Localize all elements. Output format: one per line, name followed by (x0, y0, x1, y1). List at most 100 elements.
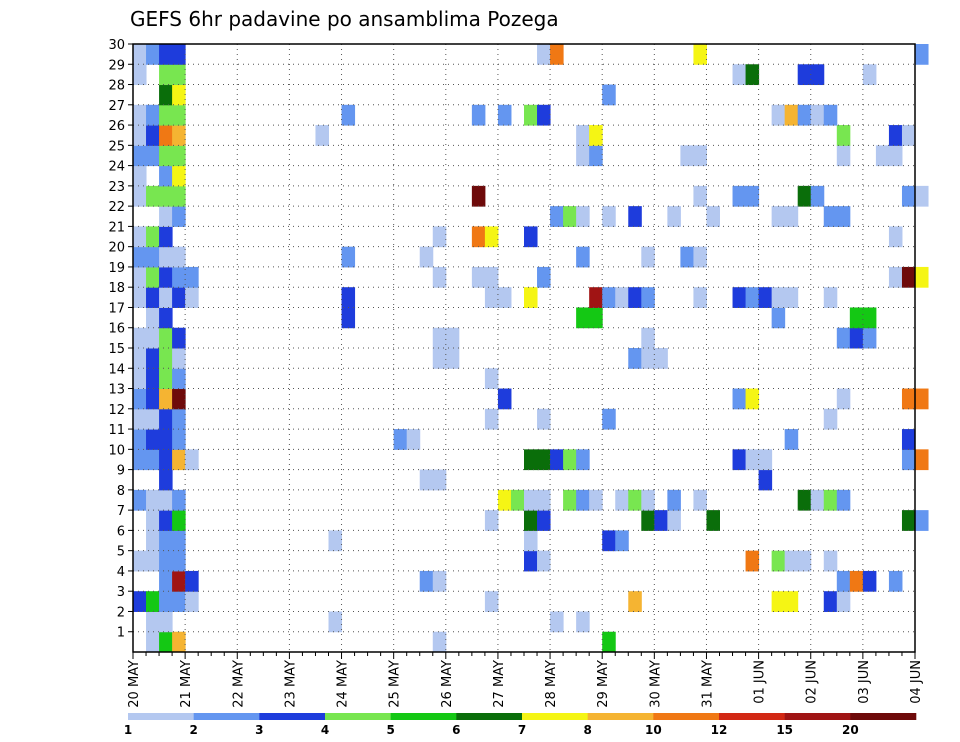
heatmap-cell (159, 206, 173, 227)
colorbar-swatch (325, 713, 391, 720)
heatmap-cell (537, 489, 551, 511)
heatmap-cell (628, 287, 642, 308)
x-tick-label: 20 MAY (127, 660, 142, 708)
heatmap-cell (172, 246, 186, 268)
colorbar-swatch (456, 713, 523, 720)
heatmap-cell (146, 449, 160, 471)
heatmap-cell (654, 510, 668, 531)
heatmap-cell (471, 226, 486, 248)
y-tick-label: 18 (108, 281, 125, 296)
y-tick-label: 29 (108, 58, 125, 73)
heatmap-cell (484, 510, 499, 531)
heatmap-cell (915, 44, 929, 65)
heatmap-cell (159, 388, 173, 410)
heatmap-cell (133, 246, 147, 268)
heatmap-cell (758, 287, 773, 308)
heatmap-cell (172, 489, 186, 511)
heatmap-cell (146, 307, 160, 329)
heatmap-cell (784, 550, 799, 572)
heatmap-cell (146, 408, 160, 430)
heatmap-cell (133, 550, 147, 572)
heatmap-cell (628, 591, 642, 612)
heatmap-cell (875, 145, 890, 167)
heatmap-cell (901, 125, 916, 146)
heatmap-cell (133, 125, 147, 146)
heatmap-cell (576, 246, 590, 268)
heatmap-cell (732, 449, 747, 471)
heatmap-cell (836, 489, 851, 511)
heatmap-cell (146, 631, 160, 653)
heatmap-cell (888, 266, 903, 288)
heatmap-cell (419, 570, 434, 592)
heatmap-cell (133, 287, 147, 308)
heatmap-cell (628, 489, 642, 511)
heatmap-cell (133, 591, 147, 612)
heatmap-cell (146, 388, 160, 410)
heatmap-cell (159, 125, 173, 146)
y-tick-label: 16 (108, 322, 125, 337)
heatmap-cell (159, 104, 173, 126)
colorbar-label: 3 (255, 723, 263, 737)
heatmap-cell (133, 408, 147, 430)
colorbar-swatch (128, 713, 194, 720)
heatmap-cell (823, 591, 838, 612)
heatmap-cell (185, 449, 199, 471)
heatmap-cell (159, 469, 173, 491)
heatmap-cell (159, 530, 173, 552)
heatmap-cell (745, 388, 760, 410)
y-tick-label: 15 (108, 342, 125, 357)
heatmap-cell (602, 206, 616, 227)
heatmap-cell (172, 570, 186, 592)
heatmap-cell (836, 206, 851, 227)
heatmap-cell (589, 307, 603, 329)
heatmap-cell (172, 64, 186, 86)
heatmap-cell (797, 550, 812, 572)
colorbar-swatch (259, 713, 326, 720)
heatmap-cell (745, 185, 760, 207)
colorbar-label: 7 (518, 723, 526, 737)
heatmap-cell (693, 489, 707, 511)
heatmap-cell (146, 287, 160, 308)
heatmap-cell (915, 266, 929, 288)
heatmap-cell (771, 550, 786, 572)
heatmap-cell (758, 469, 773, 491)
heatmap-cell (901, 388, 916, 410)
x-tick-label: 30 MAY (648, 660, 663, 708)
heatmap-cell (172, 449, 186, 471)
y-tick-label: 6 (117, 524, 125, 539)
heatmap-cell (732, 388, 747, 410)
heatmap-cell (172, 287, 186, 308)
heatmap-cell (159, 266, 173, 288)
y-tick-label: 13 (108, 383, 125, 398)
colorbar-swatch (784, 713, 851, 720)
colorbar: 1 2 3 4 5 6 7 8 10 12 15 20 (124, 713, 917, 737)
y-tick-label: 2 (117, 605, 125, 620)
heatmap-cell (146, 429, 160, 450)
heatmap-cell (576, 125, 590, 146)
heatmap-cell (862, 307, 877, 329)
heatmap-cell (693, 246, 707, 268)
heatmap-cell (797, 185, 812, 207)
heatmap-cell (797, 489, 812, 511)
heatmap-cell (784, 104, 799, 126)
heatmap-cell (771, 206, 786, 227)
heatmap-cell (602, 530, 616, 552)
heatmap-cell (771, 104, 786, 126)
heatmap-cell (133, 266, 147, 288)
heatmap-cell (693, 185, 707, 207)
heatmap-cell (602, 84, 616, 106)
x-axis: 20 MAY 21 MAY 22 MAY 23 MAY 24 MAY 25 MAY 26 M… (127, 652, 924, 708)
heatmap-cell (146, 591, 160, 612)
heatmap-cell (576, 489, 590, 511)
heatmap-cell (185, 591, 199, 612)
heatmap-cell (445, 348, 460, 369)
x-tick-label: 02 JUN (805, 660, 820, 704)
y-tick-label: 20 (108, 241, 125, 256)
heatmap-cell (185, 266, 199, 288)
heatmap-cell (159, 44, 173, 65)
colorbar-label: 2 (189, 723, 197, 737)
heatmap-cell (550, 449, 564, 471)
heatmap-cell (732, 185, 747, 207)
heatmap-cell (146, 368, 160, 390)
heatmap-cell (641, 327, 655, 349)
